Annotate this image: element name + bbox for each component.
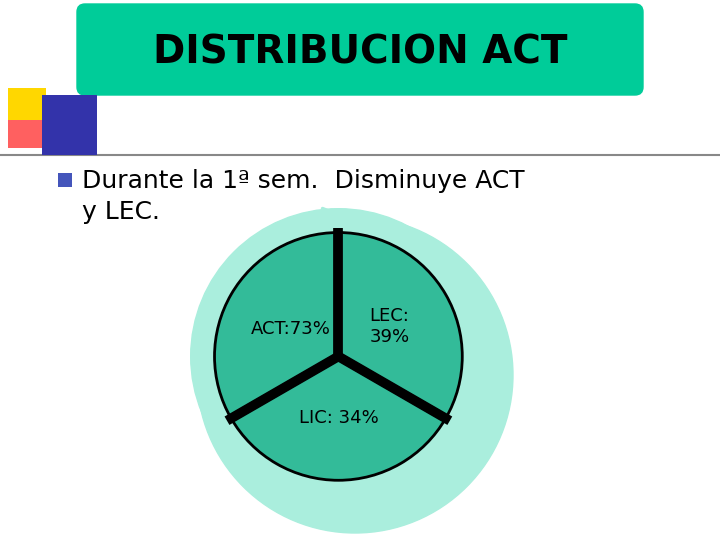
Text: y LEC.: y LEC. bbox=[82, 200, 160, 224]
Circle shape bbox=[191, 208, 486, 504]
Wedge shape bbox=[338, 233, 462, 418]
Bar bbox=[42, 95, 97, 155]
FancyBboxPatch shape bbox=[77, 4, 643, 95]
Text: ACT:73%: ACT:73% bbox=[251, 320, 330, 338]
Text: Durante la 1ª sem.  Disminuye ACT: Durante la 1ª sem. Disminuye ACT bbox=[82, 169, 525, 193]
Bar bbox=[8, 88, 46, 120]
Wedge shape bbox=[215, 233, 338, 418]
Text: LIC: 34%: LIC: 34% bbox=[299, 409, 378, 427]
Wedge shape bbox=[231, 356, 446, 480]
Text: DISTRIBUCION ACT: DISTRIBUCION ACT bbox=[153, 33, 567, 71]
Text: LEC:
39%: LEC: 39% bbox=[369, 307, 410, 346]
Bar bbox=[8, 110, 58, 148]
Bar bbox=[58, 173, 72, 187]
Circle shape bbox=[197, 217, 513, 533]
